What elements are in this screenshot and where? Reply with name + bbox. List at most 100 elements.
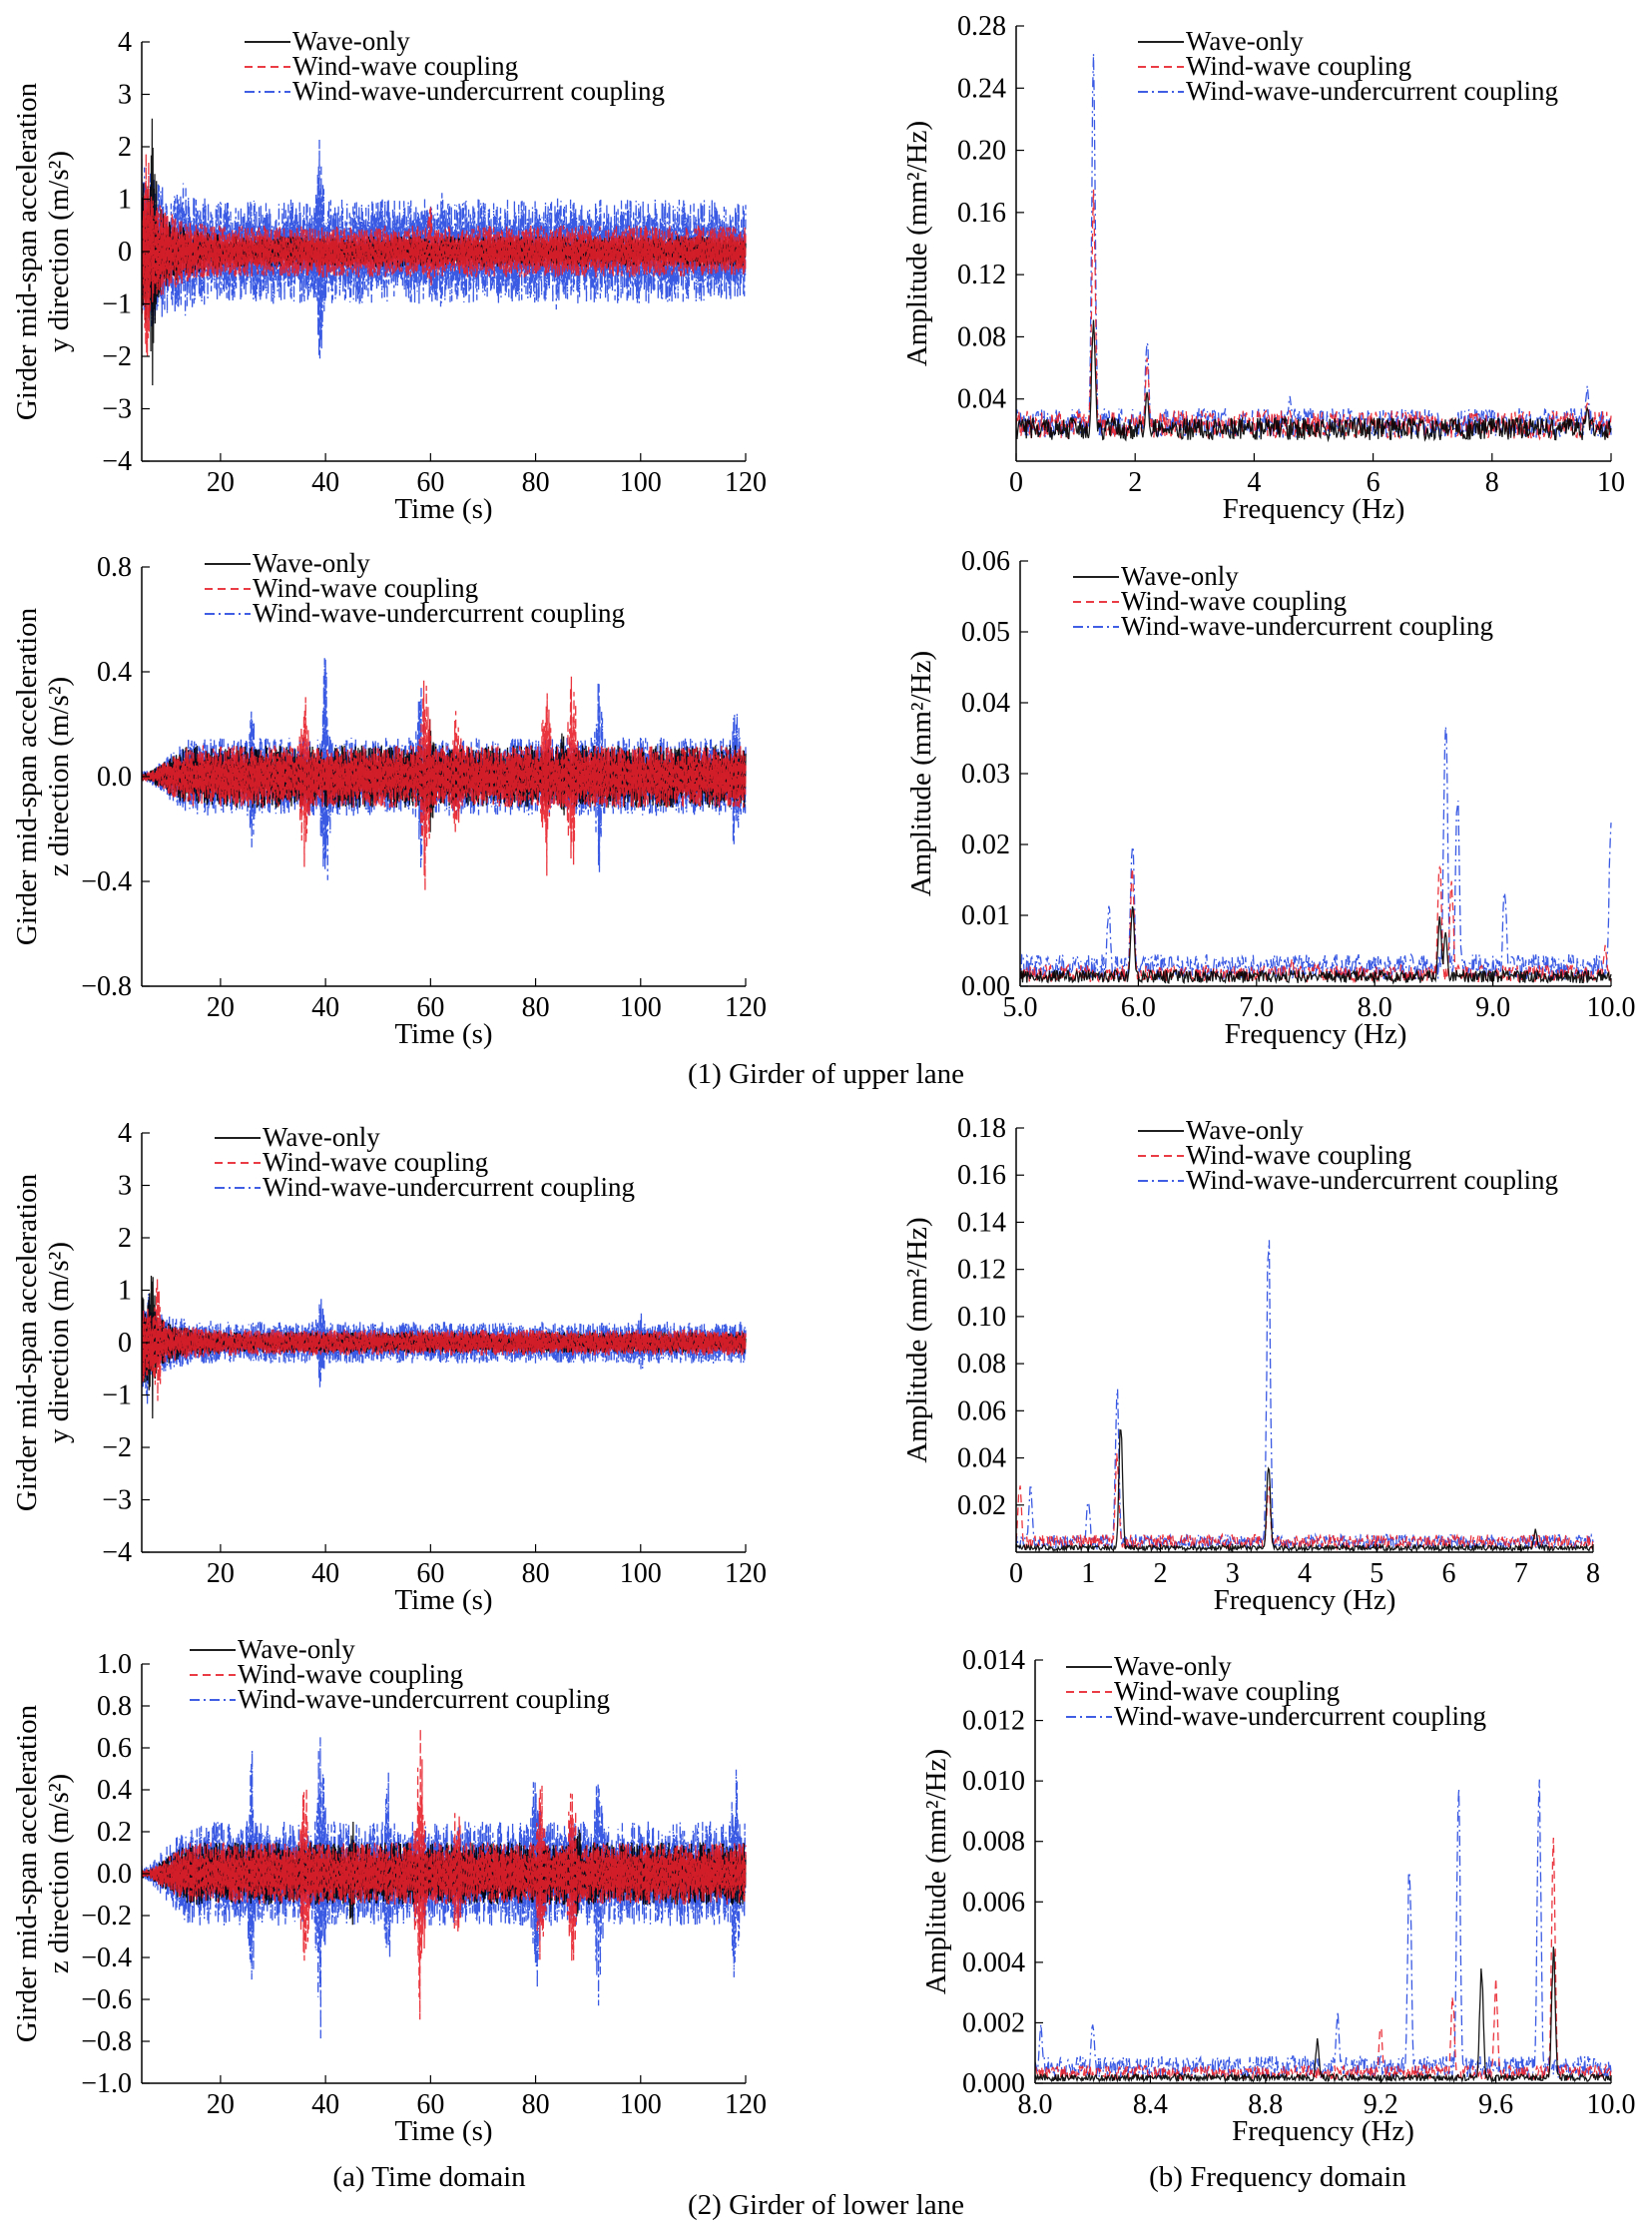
- x-tick-label: 60: [416, 2089, 444, 2120]
- legend-label: Wind-wave coupling: [238, 1659, 463, 1689]
- x-axis-label: Time (s): [394, 1018, 492, 1050]
- y-tick-label: −4: [102, 1537, 132, 1568]
- series-line-wind-wave-undercurrent-coupling: [1035, 1779, 1612, 2080]
- y-tick-label: 0.02: [961, 830, 1010, 860]
- plot-area: [1016, 1240, 1594, 1553]
- x-tick-label: 5: [1370, 1558, 1383, 1589]
- y-tick-label: 0.006: [962, 1887, 1025, 1918]
- y-tick-label: 0.16: [957, 198, 1006, 229]
- y-tick-label: 0.04: [961, 688, 1010, 719]
- plot-area: [1020, 726, 1612, 985]
- y-tick-label: 0.05: [961, 617, 1010, 648]
- y-tick-label: 0: [118, 237, 132, 268]
- x-tick-label: 120: [725, 467, 767, 498]
- y-axis-label: Girder mid-span accelerationy direction …: [11, 82, 75, 420]
- x-tick-label: 7: [1514, 1558, 1528, 1589]
- x-tick-label: 100: [620, 992, 662, 1023]
- x-tick-label: 120: [725, 1558, 767, 1589]
- series-line-wind-wave-undercurrent-coupling: [1016, 1240, 1594, 1551]
- x-tick-label: 6: [1367, 467, 1380, 498]
- y-tick-label: −0.4: [81, 866, 132, 897]
- series-line-wind-wave-coupling: [142, 154, 747, 356]
- series-line-wind-wave-coupling: [1016, 189, 1612, 441]
- x-tick-label: 6: [1442, 1558, 1456, 1589]
- chart-upper-z-freq: 5.0 6.0 7.0 8.0 9.0 10.0 0.00 0.01 0.02 0.03 0.04 0…: [905, 546, 1636, 1050]
- series-line-wind-wave-coupling: [142, 676, 747, 891]
- y-axis-label: Amplitude (mm²/Hz): [901, 121, 933, 366]
- legend-label: Wave-only: [238, 1634, 355, 1664]
- x-tick-label: 8: [1586, 1558, 1600, 1589]
- legend-label: Wind-wave coupling: [1121, 586, 1347, 616]
- series-line-wind-wave-coupling: [142, 1278, 747, 1401]
- x-tick-label: 10: [1597, 467, 1625, 498]
- legend-label: Wind-wave-undercurrent coupling: [263, 1172, 635, 1202]
- x-tick-label: 0: [1009, 467, 1023, 498]
- legend-label: Wave-only: [1186, 1115, 1304, 1145]
- x-tick-label: 8.0: [1018, 2089, 1053, 2120]
- y-tick-label: −1: [102, 289, 132, 320]
- y-tick-label: 0.01: [961, 900, 1010, 931]
- y-tick-label: −2: [102, 1432, 132, 1463]
- x-tick-label: 100: [620, 2089, 662, 2120]
- legend-label: Wave-only: [292, 26, 410, 56]
- x-tick-label: 120: [725, 992, 767, 1023]
- y-tick-label: 0.012: [962, 1706, 1025, 1737]
- x-tick-label: 9.0: [1475, 992, 1510, 1023]
- y-tick-label: −0.6: [81, 1984, 132, 2015]
- x-axis-label: Frequency (Hz): [1232, 2115, 1414, 2147]
- series-line-wind-wave-coupling: [1020, 864, 1612, 984]
- x-axis-label: Time (s): [394, 493, 492, 525]
- legend-label: Wind-wave coupling: [1114, 1676, 1340, 1706]
- legend-label: Wind-wave-undercurrent coupling: [1114, 1701, 1486, 1731]
- x-tick-label: 4: [1247, 467, 1261, 498]
- y-tick-label: −0.2: [81, 1901, 132, 1932]
- y-tick-label: 0.02: [957, 1490, 1006, 1521]
- x-tick-label: 80: [522, 2089, 550, 2120]
- y-tick-label: 0.03: [961, 759, 1010, 790]
- legend-label: Wind-wave coupling: [1186, 51, 1411, 81]
- y-tick-label: 0.6: [97, 1733, 132, 1764]
- x-tick-label: 2: [1128, 467, 1142, 498]
- y-tick-label: 0.00: [961, 971, 1010, 1002]
- legend-label: Wave-only: [1114, 1651, 1232, 1681]
- y-tick-label: 0.04: [957, 1443, 1006, 1474]
- x-tick-label: 2: [1154, 1558, 1168, 1589]
- series-line-wind-wave-undercurrent-coupling: [1016, 53, 1612, 440]
- plot-area: [142, 1275, 747, 1419]
- caption-upper-lane: (1) Girder of upper lane: [688, 1058, 964, 1090]
- y-tick-label: −3: [102, 394, 132, 425]
- y-tick-label: 0.4: [97, 1775, 132, 1806]
- chart-lower-y-time: 20 40 60 80 100 120 −4 −3 −2 −1 0 1 2 3 4 Time (s) Girde…: [11, 1118, 767, 1616]
- x-axis-label: Frequency (Hz): [1223, 493, 1405, 525]
- x-tick-label: 40: [311, 1558, 339, 1589]
- plot-area: [142, 118, 747, 386]
- x-tick-label: 5.0: [1003, 992, 1038, 1023]
- y-tick-label: −0.8: [81, 2026, 132, 2057]
- x-tick-label: 8: [1485, 467, 1499, 498]
- x-tick-label: 20: [207, 467, 235, 498]
- y-tick-label: 1.0: [97, 1649, 132, 1680]
- plot-area: [142, 1728, 747, 2039]
- series-line-wave-only: [1016, 319, 1612, 443]
- y-tick-label: 0.004: [962, 1947, 1025, 1978]
- x-tick-label: 80: [522, 467, 550, 498]
- y-tick-label: 0.24: [957, 73, 1006, 104]
- x-tick-label: 60: [416, 1558, 444, 1589]
- y-tick-label: 0.06: [957, 1395, 1006, 1426]
- legend-label: Wind-wave-undercurrent coupling: [1121, 611, 1493, 641]
- caption-lower-lane: (2) Girder of lower lane: [688, 2189, 964, 2221]
- x-axis-label: Frequency (Hz): [1225, 1018, 1407, 1050]
- x-tick-label: 40: [311, 992, 339, 1023]
- y-tick-label: 0.0: [97, 762, 132, 793]
- plot-area: [142, 658, 747, 891]
- y-axis-label: Girder mid-span accelerationz direction …: [11, 607, 75, 945]
- y-tick-label: −3: [102, 1485, 132, 1516]
- y-tick-label: 1: [118, 185, 132, 216]
- chart-lower-z-time: 20 40 60 80 100 120 −1.0 −0.8 −0.6 −0.4 −0.2 0.0 0.2…: [11, 1634, 767, 2147]
- y-axis-label: Girder mid-span accelerationz direction …: [11, 1704, 75, 2042]
- y-tick-label: 0.0: [97, 1859, 132, 1890]
- y-tick-label: 1: [118, 1276, 132, 1307]
